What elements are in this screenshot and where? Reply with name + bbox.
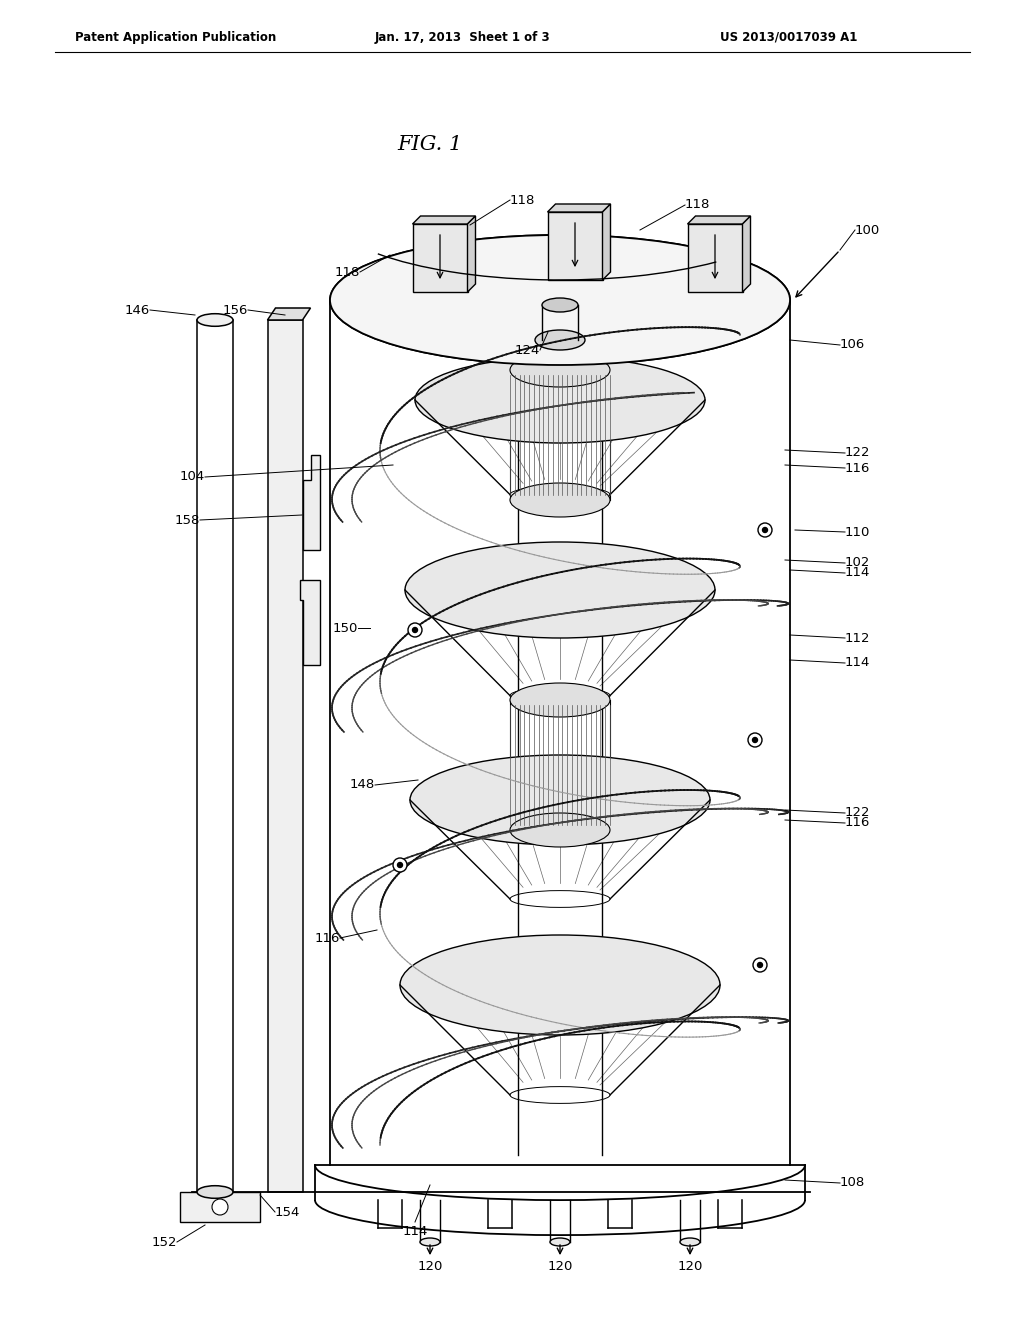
Bar xyxy=(180,1192,260,1222)
Text: 116: 116 xyxy=(845,462,870,474)
Polygon shape xyxy=(300,579,319,665)
Ellipse shape xyxy=(410,755,710,845)
Text: 116: 116 xyxy=(845,817,870,829)
Text: 122: 122 xyxy=(845,446,870,459)
Ellipse shape xyxy=(330,235,790,366)
Polygon shape xyxy=(548,205,610,213)
Text: 114: 114 xyxy=(402,1225,428,1238)
Circle shape xyxy=(763,528,768,532)
Bar xyxy=(687,224,742,292)
Ellipse shape xyxy=(510,813,610,847)
Text: 158: 158 xyxy=(175,513,200,527)
Ellipse shape xyxy=(550,1238,570,1246)
Circle shape xyxy=(408,623,422,638)
Text: 106: 106 xyxy=(840,338,865,351)
Circle shape xyxy=(753,958,767,972)
Bar xyxy=(548,213,602,280)
Text: Jan. 17, 2013  Sheet 1 of 3: Jan. 17, 2013 Sheet 1 of 3 xyxy=(375,30,551,44)
Text: 150: 150 xyxy=(333,622,358,635)
Circle shape xyxy=(753,738,758,742)
Text: 124: 124 xyxy=(515,343,540,356)
Circle shape xyxy=(758,962,763,968)
Polygon shape xyxy=(267,308,310,319)
Ellipse shape xyxy=(197,314,233,326)
Text: 156: 156 xyxy=(222,304,248,317)
Text: 102: 102 xyxy=(845,557,870,569)
Ellipse shape xyxy=(197,1185,233,1199)
Polygon shape xyxy=(742,216,751,292)
Circle shape xyxy=(748,733,762,747)
Text: 108: 108 xyxy=(840,1176,865,1189)
Text: 118: 118 xyxy=(335,265,360,279)
Circle shape xyxy=(212,1199,228,1214)
Text: 118: 118 xyxy=(510,194,536,206)
Text: 154: 154 xyxy=(275,1205,300,1218)
Text: 114: 114 xyxy=(845,566,870,579)
Text: 148: 148 xyxy=(350,779,375,792)
Text: 120: 120 xyxy=(547,1261,572,1272)
Text: 104: 104 xyxy=(180,470,205,483)
Text: 116: 116 xyxy=(314,932,340,945)
Polygon shape xyxy=(687,216,751,224)
Bar xyxy=(267,319,302,1192)
Ellipse shape xyxy=(510,682,610,717)
Text: 100: 100 xyxy=(855,223,881,236)
Polygon shape xyxy=(602,205,610,280)
Bar xyxy=(413,224,468,292)
Text: US 2013/0017039 A1: US 2013/0017039 A1 xyxy=(720,30,857,44)
Text: FIG. 1: FIG. 1 xyxy=(397,136,463,154)
Circle shape xyxy=(397,862,402,867)
Text: 122: 122 xyxy=(845,807,870,820)
Text: 114: 114 xyxy=(845,656,870,669)
Text: 110: 110 xyxy=(845,525,870,539)
Text: Patent Application Publication: Patent Application Publication xyxy=(75,30,276,44)
Text: 112: 112 xyxy=(845,631,870,644)
Ellipse shape xyxy=(415,356,705,444)
Polygon shape xyxy=(468,216,475,292)
Ellipse shape xyxy=(420,1238,440,1246)
Ellipse shape xyxy=(510,352,610,387)
Circle shape xyxy=(413,627,418,632)
Ellipse shape xyxy=(535,330,585,350)
Circle shape xyxy=(393,858,407,873)
Text: 118: 118 xyxy=(685,198,711,211)
Polygon shape xyxy=(413,216,475,224)
Ellipse shape xyxy=(406,543,715,638)
Polygon shape xyxy=(302,455,319,550)
Circle shape xyxy=(758,523,772,537)
Ellipse shape xyxy=(542,298,578,312)
Text: 152: 152 xyxy=(152,1236,177,1249)
Ellipse shape xyxy=(510,483,610,517)
Text: 120: 120 xyxy=(677,1261,702,1272)
Text: 146: 146 xyxy=(125,304,150,317)
Ellipse shape xyxy=(330,235,790,366)
Ellipse shape xyxy=(680,1238,700,1246)
Ellipse shape xyxy=(400,935,720,1035)
Text: 120: 120 xyxy=(418,1261,442,1272)
